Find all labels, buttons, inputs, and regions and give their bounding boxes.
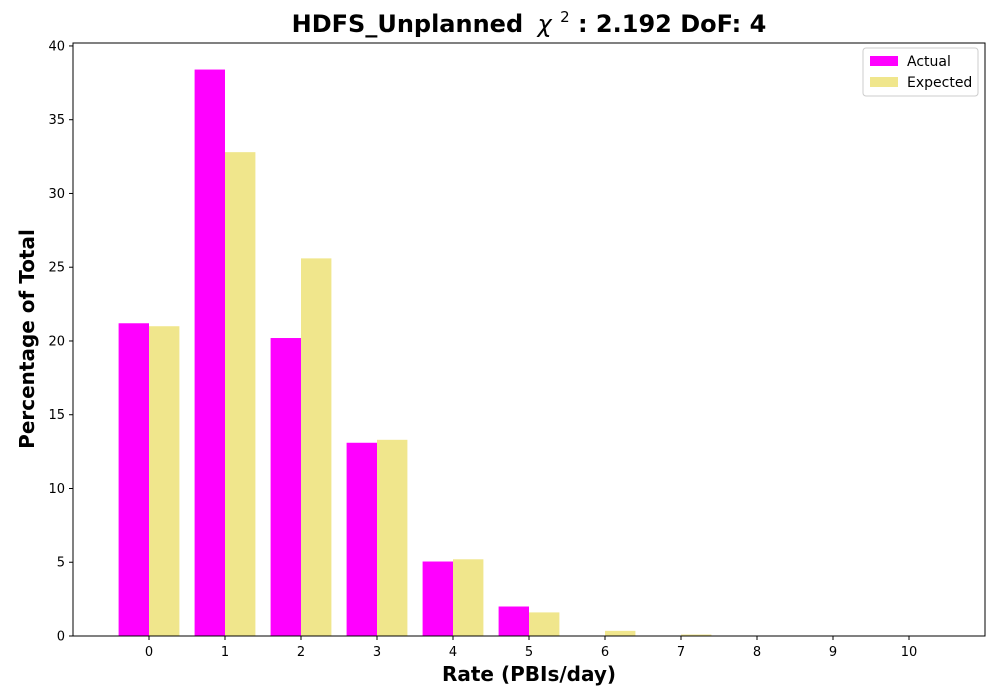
x-tick-label-2: 2 bbox=[297, 645, 305, 660]
chart-title-main: HDFS_Unplanned bbox=[292, 10, 524, 38]
x-tick-label-7: 7 bbox=[677, 645, 685, 660]
bar-expected-3 bbox=[377, 439, 408, 636]
chart-title-chi: χ bbox=[536, 10, 553, 38]
bar-expected-5 bbox=[529, 612, 560, 636]
y-tick-label-5: 5 bbox=[57, 556, 65, 571]
chart-title-stats: : 2.192 DoF: 4 bbox=[578, 10, 766, 38]
y-tick-label-30: 30 bbox=[48, 187, 65, 202]
y-tick-label-10: 10 bbox=[48, 482, 65, 497]
x-tick-label-1: 1 bbox=[221, 645, 229, 660]
legend-swatch-actual bbox=[870, 56, 898, 66]
x-tick-label-8: 8 bbox=[753, 645, 761, 660]
bar-expected-7 bbox=[681, 634, 712, 636]
bar-expected-1 bbox=[225, 152, 256, 636]
bar-actual-1 bbox=[194, 69, 225, 637]
x-tick-label-6: 6 bbox=[601, 645, 609, 660]
x-tick-label-0: 0 bbox=[145, 645, 153, 660]
y-tick-label-15: 15 bbox=[48, 408, 65, 423]
x-tick-label-5: 5 bbox=[525, 645, 533, 660]
y-tick-label-40: 40 bbox=[48, 39, 65, 54]
chart-title: HDFS_Unplanned χ 2 : 2.192 DoF: 4 bbox=[292, 0, 767, 38]
legend: Actual Expected bbox=[862, 47, 979, 97]
bar-expected-0 bbox=[149, 326, 180, 636]
bar-expected-4 bbox=[453, 559, 484, 636]
legend-label-actual: Actual bbox=[907, 54, 951, 70]
bar-actual-4 bbox=[422, 561, 453, 636]
x-axis-label: Rate (PBIs/day) bbox=[442, 662, 616, 686]
bar-expected-6 bbox=[605, 630, 636, 636]
y-axis-label: Percentage of Total bbox=[15, 229, 39, 449]
bar-actual-3 bbox=[346, 442, 377, 636]
x-tick-label-3: 3 bbox=[373, 645, 381, 660]
y-tick-label-35: 35 bbox=[48, 113, 65, 128]
legend-swatch-expected bbox=[870, 77, 898, 87]
chart-title-chi-exponent: 2 bbox=[560, 8, 570, 26]
x-tick-label-10: 10 bbox=[901, 645, 918, 660]
plot-area: 0 1 2 3 4 5 6 7 8 9 10 0 5 10 15 20 25 30 35 40 bbox=[48, 39, 986, 660]
y-tick-label-20: 20 bbox=[48, 334, 65, 349]
bar-expected-2 bbox=[301, 258, 332, 636]
y-tick-label-25: 25 bbox=[48, 261, 65, 276]
y-tick-label-0: 0 bbox=[57, 630, 65, 645]
x-tick-label-9: 9 bbox=[829, 645, 837, 660]
bar-actual-5 bbox=[498, 606, 529, 636]
legend-label-expected: Expected bbox=[907, 75, 972, 91]
x-tick-label-4: 4 bbox=[449, 645, 457, 660]
bar-actual-0 bbox=[118, 323, 149, 636]
bar-actual-2 bbox=[270, 338, 301, 636]
